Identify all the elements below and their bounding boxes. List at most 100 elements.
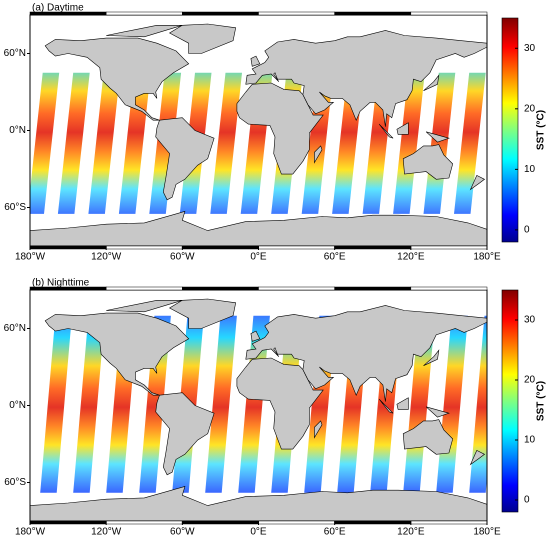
land — [155, 392, 215, 476]
frame-segment — [410, 520, 488, 525]
land — [30, 485, 487, 521]
land — [250, 330, 261, 342]
sst-swath — [454, 72, 486, 214]
land — [168, 23, 237, 54]
map-content — [30, 298, 487, 521]
frame-segment — [258, 245, 335, 250]
lon-tick-label: 0°E — [250, 252, 267, 263]
colorbar-tick-label: 0 — [524, 225, 530, 236]
lat-tick-label: 0°N — [9, 125, 26, 136]
lat-tick-label: 60°S — [4, 477, 26, 488]
sst-swath — [139, 315, 171, 493]
sst-swath — [393, 72, 425, 214]
land — [106, 24, 183, 38]
sst-swath — [40, 315, 72, 493]
land — [314, 145, 323, 164]
land — [396, 122, 409, 135]
frame-segment — [29, 520, 107, 525]
frame-segment — [105, 520, 183, 525]
land — [423, 74, 440, 91]
lon-tick-label: 180°E — [473, 252, 501, 263]
lon-tick-label: 180°W — [15, 252, 46, 263]
frame-segment — [410, 245, 488, 250]
lon-tick-label: 60°W — [170, 527, 195, 537]
sst-swath — [469, 315, 487, 493]
sst-swath — [423, 72, 456, 214]
frame-segment — [334, 11, 412, 16]
land — [396, 397, 409, 410]
frame-segment — [258, 520, 335, 525]
colorbar-tick-label: 0 — [524, 495, 530, 506]
frame-segment — [182, 245, 259, 250]
land — [378, 123, 394, 139]
land — [245, 30, 487, 127]
land — [245, 305, 487, 402]
land — [44, 312, 190, 396]
sst-swath — [205, 315, 237, 493]
lat-tick-label: 0°N — [9, 400, 26, 411]
frame-segment — [105, 11, 183, 16]
land — [168, 298, 237, 329]
sst-swath — [57, 72, 90, 214]
sst-swath — [118, 72, 151, 214]
land — [402, 144, 454, 180]
frame-segment — [182, 286, 259, 291]
colorbar-label: SST (°C) — [536, 110, 547, 150]
frame-segment — [105, 245, 183, 250]
frame-segment — [334, 245, 412, 250]
land — [378, 398, 394, 414]
frame-segment — [258, 286, 335, 291]
sst-swath — [73, 315, 105, 493]
frame-segment — [182, 11, 259, 16]
colorbar-tick-label: 30 — [524, 315, 536, 326]
lon-tick-label: 60°E — [324, 252, 346, 263]
land — [236, 82, 324, 175]
frame-segment — [334, 286, 412, 291]
land — [106, 299, 183, 313]
land — [30, 210, 487, 246]
map-panel: 180°W 120°W 60°W 0°E 60°E 120°E 180°E 60°N 0°N 60… — [4, 3, 547, 263]
frame-segment — [410, 286, 488, 291]
lon-tick-label: 180°E — [473, 527, 501, 537]
map-content — [30, 23, 487, 246]
land — [155, 117, 215, 201]
land — [469, 174, 486, 191]
land — [44, 37, 190, 121]
land — [425, 131, 450, 143]
lat-tick-label: 60°S — [4, 202, 26, 213]
frame-segment — [334, 520, 412, 525]
lon-tick-label: 0°E — [250, 527, 267, 537]
land — [425, 406, 450, 418]
panel-label: (b) Nighttime — [32, 278, 90, 289]
lon-tick-label: 60°E — [324, 527, 346, 537]
map-panel: 180°W 120°W 60°W 0°E 60°E 120°E 180°E 60°N 0°N 60… — [4, 278, 547, 537]
lon-tick-label: 120°W — [91, 527, 122, 537]
colorbar-tick-label: 30 — [524, 43, 536, 54]
colorbar — [501, 289, 519, 513]
land — [402, 419, 454, 455]
colorbar-tick-label: 20 — [524, 375, 536, 386]
land — [314, 420, 323, 439]
frame-segment — [258, 11, 335, 16]
sst-swath — [88, 72, 121, 214]
colorbar-tick-label: 10 — [524, 435, 536, 446]
land — [236, 357, 324, 450]
land — [423, 349, 440, 366]
colorbar-label: SST (°C) — [536, 381, 547, 421]
lon-tick-label: 60°W — [170, 252, 195, 263]
frame-segment — [105, 286, 183, 291]
panel-label: (a) Daytime — [32, 3, 84, 14]
lon-tick-label: 120°E — [397, 252, 425, 263]
land — [469, 449, 486, 466]
colorbar — [501, 17, 519, 243]
lat-tick-label: 60°N — [4, 48, 26, 59]
lon-tick-label: 120°W — [91, 252, 122, 263]
colorbar-tick-label: 20 — [524, 103, 536, 114]
frame-segment — [182, 520, 259, 525]
lon-tick-label: 180°W — [15, 527, 46, 537]
sst-swath — [30, 72, 60, 214]
colorbar-tick-label: 10 — [524, 164, 536, 175]
lat-tick-label: 60°N — [4, 323, 26, 334]
land — [250, 55, 261, 67]
lon-tick-label: 120°E — [397, 527, 425, 537]
